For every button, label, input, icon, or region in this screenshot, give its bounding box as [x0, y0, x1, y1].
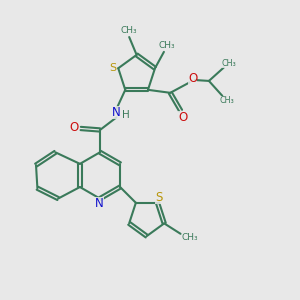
Text: H: H [122, 110, 130, 120]
Text: O: O [70, 122, 79, 134]
Text: CH₃: CH₃ [159, 41, 175, 50]
Text: N: N [95, 197, 104, 211]
Text: CH₃: CH₃ [220, 96, 235, 105]
Text: CH₃: CH₃ [222, 59, 236, 68]
Text: S: S [155, 191, 163, 204]
Text: O: O [178, 111, 188, 124]
Text: N: N [111, 106, 120, 119]
Text: O: O [188, 72, 197, 85]
Text: S: S [109, 63, 116, 73]
Text: CH₃: CH₃ [121, 26, 137, 35]
Text: CH₃: CH₃ [182, 233, 198, 242]
